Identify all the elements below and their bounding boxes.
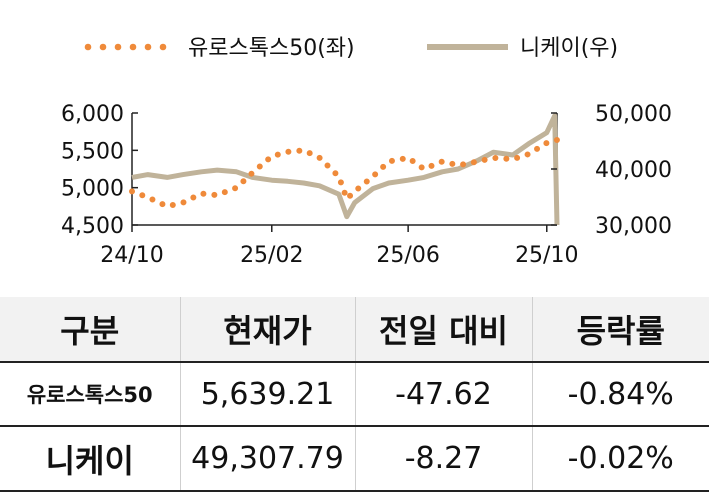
legend-eurostoxx50-marker [84, 43, 92, 51]
right-tick-label: 50,000 [595, 102, 672, 127]
row-name: 유로스톡스50 [0, 361, 180, 427]
left-axis: 4,500 5,000 5,500 6,000 [61, 102, 138, 239]
left-tick-label: 5,000 [61, 177, 124, 202]
right-tick-label: 30,000 [595, 214, 672, 239]
plot-area [129, 113, 560, 226]
legend-eurostoxx50-marker [99, 43, 107, 51]
legend-nikkei-label: 니케이(우) [520, 36, 618, 61]
quote-table: 구분 현재가 전일 대비 등락률 유로스톡스50 5,639.21 -47.62… [0, 297, 709, 492]
chart-legend: 유로스톡스50(좌) 니케이(우) [84, 36, 618, 61]
row-name: 니케이 [0, 426, 180, 492]
x-tick-label: 24/10 [100, 243, 163, 268]
row-rate: -0.02% [531, 426, 709, 492]
x-axis: 24/10 25/02 25/06 25/10 [100, 225, 578, 268]
right-axis: 30,000 40,000 50,000 [551, 102, 672, 239]
left-tick-label: 5,500 [61, 139, 124, 164]
header-change: 전일 대비 [354, 297, 532, 362]
row-change: -8.27 [354, 426, 532, 492]
header-price: 현재가 [179, 297, 355, 362]
left-tick-label: 6,000 [61, 102, 124, 127]
legend-eurostoxx50-marker [114, 43, 122, 51]
table-header-row: 구분 현재가 전일 대비 등락률 [0, 297, 709, 362]
row-rate: -0.84% [531, 361, 709, 427]
table-row: 니케이 49,307.79 -8.27 -0.02% [0, 426, 709, 492]
row-change: -47.62 [354, 361, 532, 427]
legend-eurostoxx50-marker [129, 43, 137, 51]
left-tick-label: 4,500 [61, 214, 124, 239]
table-row: 유로스톡스50 5,639.21 -47.62 -0.84% [0, 361, 709, 427]
header-category: 구분 [0, 297, 180, 362]
row-price: 5,639.21 [179, 361, 355, 427]
x-tick-label: 25/02 [240, 243, 303, 268]
legend-eurostoxx50-marker [144, 43, 152, 51]
x-tick-label: 25/10 [515, 243, 578, 268]
series-nikkei-line [131, 113, 560, 226]
line-chart: 유로스톡스50(좌) 니케이(우) 4,500 5,000 5,500 6,000 30… [61, 36, 672, 268]
legend-eurostoxx50-marker [159, 43, 167, 51]
row-price: 49,307.79 [179, 426, 355, 492]
right-tick-label: 40,000 [595, 158, 672, 183]
header-rate: 등락률 [531, 297, 709, 362]
legend-eurostoxx50-label: 유로스톡스50(좌) [188, 36, 355, 61]
x-tick-label: 25/06 [376, 243, 439, 268]
